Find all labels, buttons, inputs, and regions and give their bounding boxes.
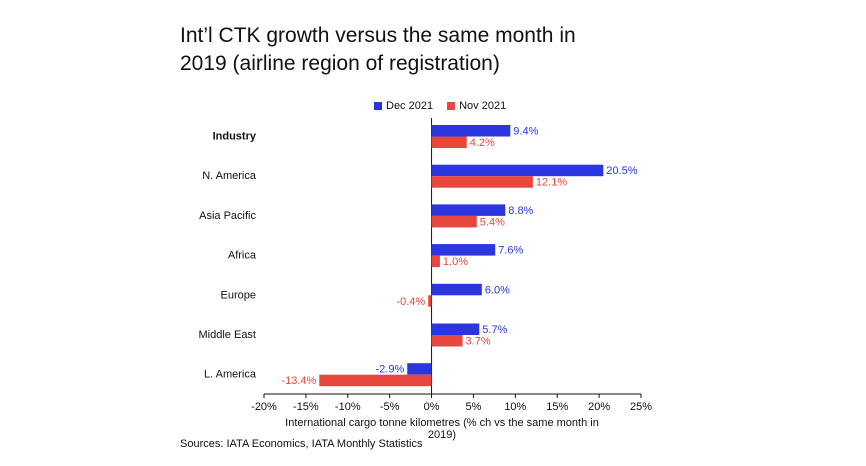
data-label-nov-2021-l-america: -13.4% bbox=[281, 375, 316, 387]
x-tick-label: -20% bbox=[251, 401, 277, 413]
data-label-dec-2021-l-america: -2.9% bbox=[376, 364, 405, 376]
bar-dec-2021-europe bbox=[431, 283, 482, 296]
category-label-l-america: L. America bbox=[204, 369, 257, 381]
data-label-dec-2021-africa: 7.6% bbox=[498, 245, 523, 257]
x-tick-label: 10% bbox=[504, 401, 526, 413]
bar-dec-2021-asia-pacific bbox=[431, 204, 506, 216]
data-label-dec-2021-middle-east: 5.7% bbox=[482, 324, 507, 336]
chart-title-line1: Int’l CTK growth versus the same month i… bbox=[180, 24, 576, 47]
bar-nov-2021-asia-pacific bbox=[431, 215, 477, 228]
source-note: Sources: IATA Economics, IATA Monthly St… bbox=[180, 438, 423, 450]
data-label-nov-2021-asia-pacific: 5.4% bbox=[480, 216, 505, 228]
x-axis-label: International cargo tonne kilometres (% … bbox=[285, 417, 599, 441]
x-tick-label: -5% bbox=[380, 401, 400, 413]
data-label-dec-2021-asia-pacific: 8.8% bbox=[508, 205, 533, 217]
x-tick-label: 15% bbox=[546, 401, 568, 413]
legend-item-nov-2021: Nov 2021 bbox=[447, 100, 506, 112]
data-label-dec-2021-europe: 6.0% bbox=[485, 284, 510, 296]
bar-dec-2021-n-america bbox=[431, 164, 604, 177]
data-label-dec-2021-n-america: 20.5% bbox=[606, 165, 637, 177]
category-label-middle-east: Middle East bbox=[199, 329, 256, 341]
x-tick-label: -10% bbox=[335, 401, 361, 413]
legend-swatch-nov-2021 bbox=[447, 102, 456, 110]
chart-title-line2: 2019 (airline region of registration) bbox=[180, 52, 500, 75]
bar-dec-2021-l-america bbox=[407, 363, 432, 375]
data-label-dec-2021-industry: 9.4% bbox=[513, 126, 538, 138]
bar-dec-2021-middle-east bbox=[431, 323, 480, 335]
x-tick-label: 5% bbox=[465, 401, 481, 413]
x-tick-label: -15% bbox=[293, 401, 319, 413]
category-label-europe: Europe bbox=[221, 289, 256, 301]
category-label-africa: Africa bbox=[228, 250, 257, 262]
legend-item-dec-2021: Dec 2021 bbox=[374, 100, 433, 112]
data-label-nov-2021-industry: 4.2% bbox=[470, 137, 495, 149]
category-label-n-america: N. America bbox=[202, 170, 257, 182]
x-tick-label: 0% bbox=[424, 401, 440, 413]
legend-label-dec-2021: Dec 2021 bbox=[386, 100, 434, 112]
x-tick-label: 20% bbox=[588, 401, 610, 413]
data-label-nov-2021-middle-east: 3.7% bbox=[466, 336, 491, 348]
category-label-industry: Industry bbox=[213, 131, 257, 143]
bar-nov-2021-l-america bbox=[319, 374, 432, 387]
legend: Dec 2021 Nov 2021 bbox=[374, 100, 506, 112]
bar-nov-2021-africa bbox=[431, 255, 440, 268]
legend-swatch-dec-2021 bbox=[374, 102, 382, 110]
bar-nov-2021-europe bbox=[428, 295, 432, 307]
bar-nov-2021-middle-east bbox=[431, 335, 463, 347]
data-label-nov-2021-africa: 1.0% bbox=[443, 256, 468, 268]
data-label-nov-2021-europe: -0.4% bbox=[396, 296, 425, 308]
bar-nov-2021-n-america bbox=[431, 176, 533, 188]
legend-label-nov-2021: Nov 2021 bbox=[459, 100, 507, 112]
category-label-asia-pacific: Asia Pacific bbox=[199, 210, 256, 222]
data-label-nov-2021-n-america: 12.1% bbox=[536, 177, 567, 189]
bar-nov-2021-industry bbox=[431, 136, 467, 148]
x-tick-label: 25% bbox=[630, 401, 652, 413]
bar-dec-2021-industry bbox=[431, 125, 511, 137]
bar-dec-2021-africa bbox=[431, 244, 496, 256]
chart-title: Int’l CTK growth versus the same month i… bbox=[180, 22, 620, 78]
